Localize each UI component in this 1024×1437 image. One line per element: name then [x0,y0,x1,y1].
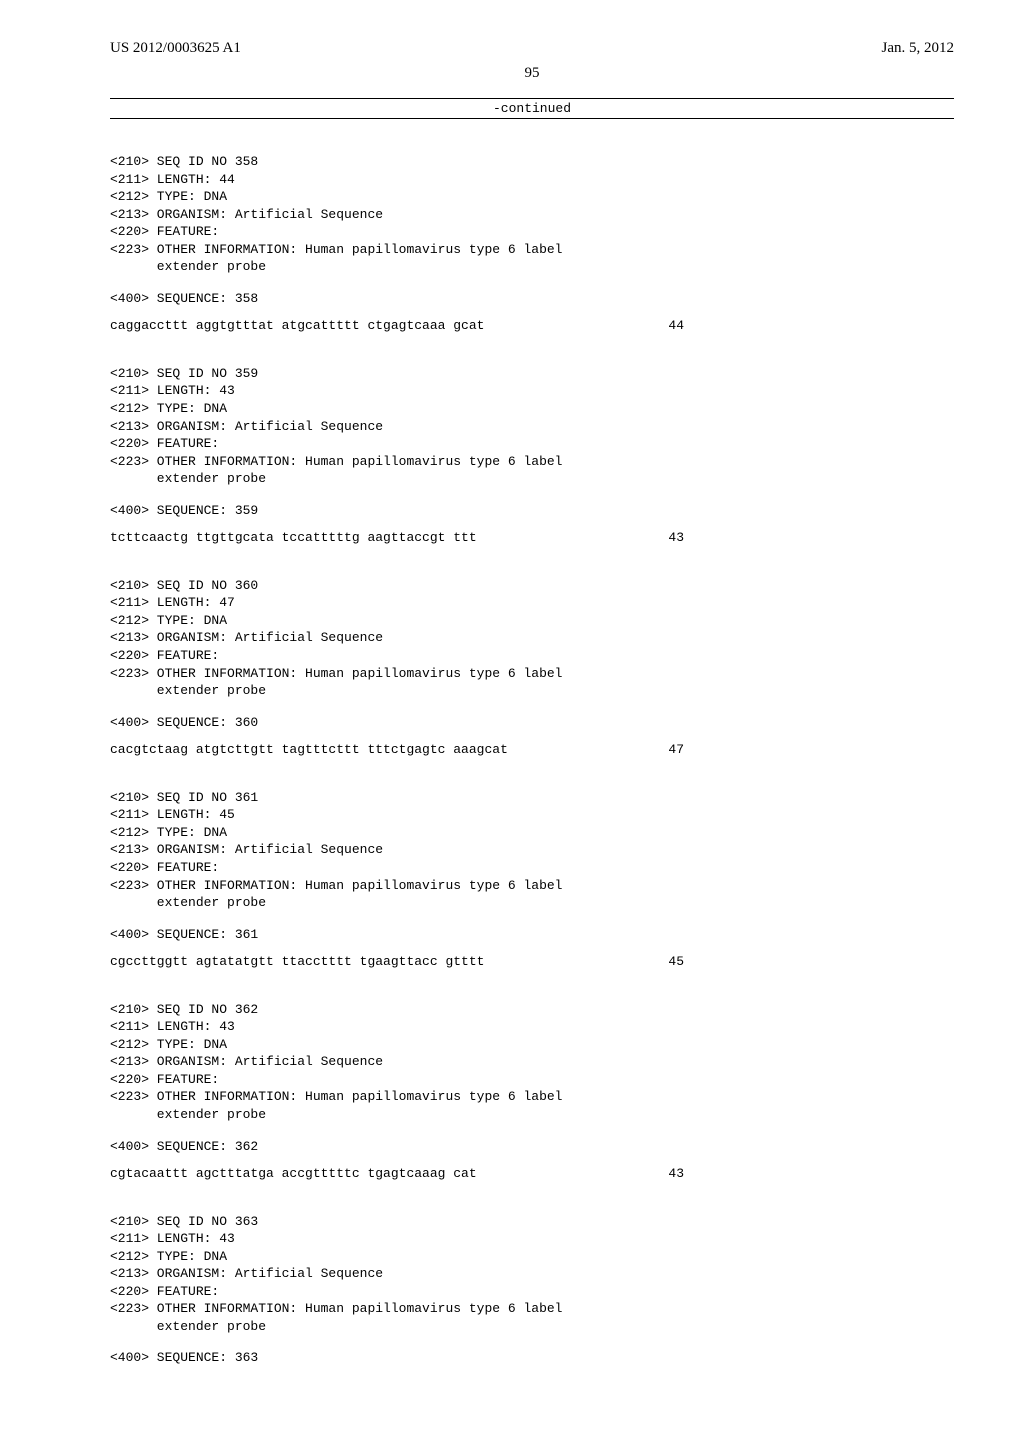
sequence-header: <210> SEQ ID NO 362 <211> LENGTH: 43 <21… [110,1001,954,1124]
sequence-text: cgccttggtt agtatatgtt ttacctttt tgaagtta… [110,953,484,971]
publication-date: Jan. 5, 2012 [882,40,955,57]
sequence-length: 43 [668,1165,954,1183]
sequence-block: <210> SEQ ID NO 359 <211> LENGTH: 43 <21… [110,365,954,547]
publication-number: US 2012/0003625 A1 [110,40,241,57]
sequence-line: cgccttggtt agtatatgtt ttacctttt tgaagtta… [110,953,954,971]
sequence-length: 47 [668,741,954,759]
sequence-block: <210> SEQ ID NO 362 <211> LENGTH: 43 <21… [110,1001,954,1183]
sequence-text: caggaccttt aggtgtttat atgcattttt ctgagtc… [110,317,484,335]
sequence-text: cgtacaattt agctttatga accgtttttc tgagtca… [110,1165,477,1183]
sequence-line: tcttcaactg ttgttgcata tccatttttg aagttac… [110,529,954,547]
sequence-block: <210> SEQ ID NO 358 <211> LENGTH: 44 <21… [110,153,954,335]
sequence-header: <210> SEQ ID NO 361 <211> LENGTH: 45 <21… [110,789,954,912]
sequence-label: <400> SEQUENCE: 358 [110,290,954,308]
sequence-label: <400> SEQUENCE: 360 [110,714,954,732]
page-header: US 2012/0003625 A1 Jan. 5, 2012 [110,40,954,57]
sequence-block: <210> SEQ ID NO 361 <211> LENGTH: 45 <21… [110,789,954,971]
sequence-label: <400> SEQUENCE: 359 [110,502,954,520]
sequence-length: 45 [668,953,954,971]
sequence-line: cgtacaattt agctttatga accgtttttc tgagtca… [110,1165,954,1183]
sequence-listing: <210> SEQ ID NO 358 <211> LENGTH: 44 <21… [110,153,954,1367]
page-number: 95 [110,65,954,82]
sequence-length: 44 [668,317,954,335]
sequence-header: <210> SEQ ID NO 363 <211> LENGTH: 43 <21… [110,1213,954,1336]
sequence-line: cacgtctaag atgtcttgtt tagtttcttt tttctga… [110,741,954,759]
sequence-header: <210> SEQ ID NO 358 <211> LENGTH: 44 <21… [110,153,954,276]
sequence-label: <400> SEQUENCE: 361 [110,926,954,944]
sequence-label: <400> SEQUENCE: 362 [110,1138,954,1156]
sequence-text: cacgtctaag atgtcttgtt tagtttcttt tttctga… [110,741,508,759]
sequence-length: 43 [668,529,954,547]
sequence-block: <210> SEQ ID NO 360 <211> LENGTH: 47 <21… [110,577,954,759]
sequence-line: caggaccttt aggtgtttat atgcattttt ctgagtc… [110,317,954,335]
sequence-header: <210> SEQ ID NO 360 <211> LENGTH: 47 <21… [110,577,954,700]
continued-label: -continued [110,98,954,119]
sequence-label: <400> SEQUENCE: 363 [110,1349,954,1367]
page-container: US 2012/0003625 A1 Jan. 5, 2012 95 -cont… [0,0,1024,1437]
sequence-text: tcttcaactg ttgttgcata tccatttttg aagttac… [110,529,477,547]
sequence-block: <210> SEQ ID NO 363 <211> LENGTH: 43 <21… [110,1213,954,1367]
sequence-header: <210> SEQ ID NO 359 <211> LENGTH: 43 <21… [110,365,954,488]
